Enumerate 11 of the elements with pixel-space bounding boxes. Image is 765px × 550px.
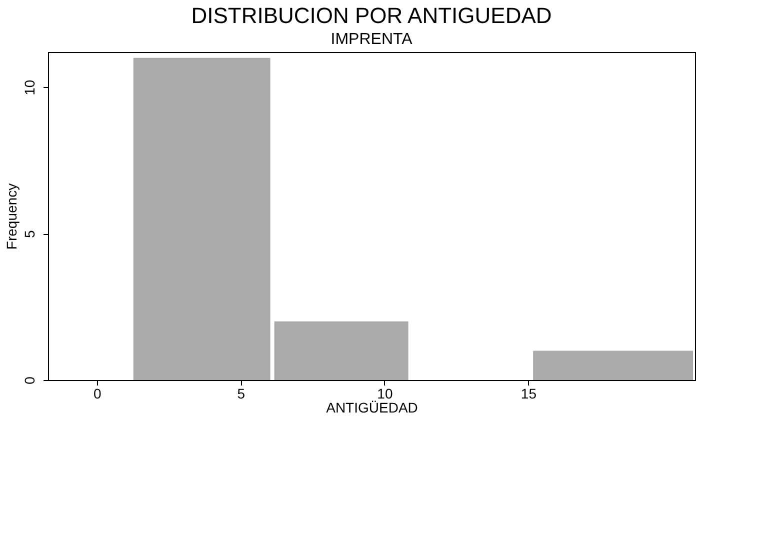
y-axis-title: Frequency — [4, 183, 20, 250]
x-axis-title: ANTIGÜEDAD — [326, 400, 418, 416]
y-tick-label: 5 — [22, 230, 38, 238]
x-tick-label: 5 — [237, 386, 246, 402]
chart-subtitle: IMPRENTA — [330, 31, 413, 48]
x-tick-label: 10 — [377, 386, 393, 402]
x-tick-label: 15 — [520, 386, 537, 402]
x-tick-label: 0 — [93, 386, 102, 402]
y-tick-label: 0 — [22, 376, 38, 384]
chart-title: DISTRIBUCION POR ANTIGUEDAD — [191, 3, 552, 28]
y-tick-label: 10 — [22, 80, 38, 96]
